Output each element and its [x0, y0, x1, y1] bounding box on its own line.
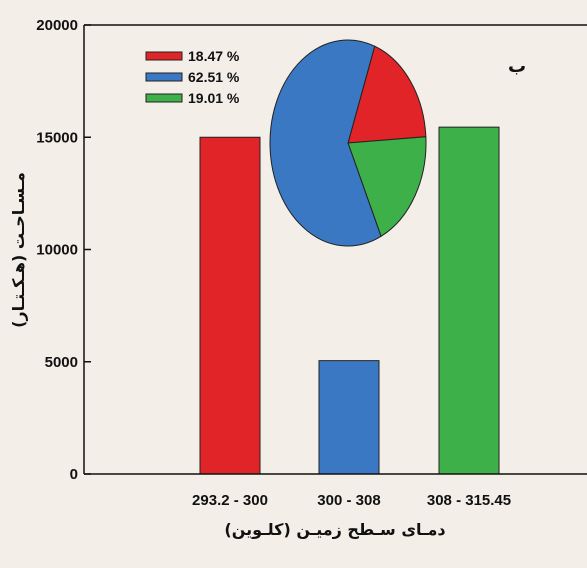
y-axis-label: مـسـاحـت (هـکـتـار) — [9, 172, 28, 328]
bar — [199, 136, 261, 475]
legend-label: 18.47 % — [188, 48, 240, 64]
bar — [438, 126, 500, 475]
y-tick-label: 5000 — [45, 354, 78, 371]
y-tick-label: 15000 — [36, 129, 78, 146]
x-tick-label: 308 - 315.45 — [427, 492, 511, 509]
pie-slice — [347, 136, 427, 238]
x-axis-ticks: 293.2 - 300 300 - 308 308 - 315.45 — [192, 492, 511, 509]
y-tick-label: 20000 — [36, 17, 78, 34]
y-tick-label: 10000 — [36, 242, 78, 259]
bars — [199, 126, 500, 475]
legend-swatch — [145, 72, 183, 82]
legend-swatch — [145, 51, 183, 61]
legend: 18.47 % 62.51 % 19.01 % — [145, 48, 240, 106]
bar — [318, 360, 380, 475]
x-tick-label: 300 - 308 — [317, 492, 380, 509]
y-tick-label: 0 — [70, 466, 78, 483]
y-axis-ticks: 0 5000 10000 15000 20000 — [36, 17, 91, 483]
pie-slice — [269, 39, 382, 247]
pie-chart — [269, 39, 427, 247]
legend-label: 19.01 % — [188, 90, 240, 106]
x-axis-label: دمـای سـطح زمیـن (کلـوین) — [224, 520, 445, 539]
pie-slice — [347, 45, 427, 144]
panel-label: ب — [508, 56, 526, 77]
legend-label: 62.51 % — [188, 69, 240, 85]
legend-swatch — [145, 93, 183, 103]
x-tick-label: 293.2 - 300 — [192, 492, 268, 509]
